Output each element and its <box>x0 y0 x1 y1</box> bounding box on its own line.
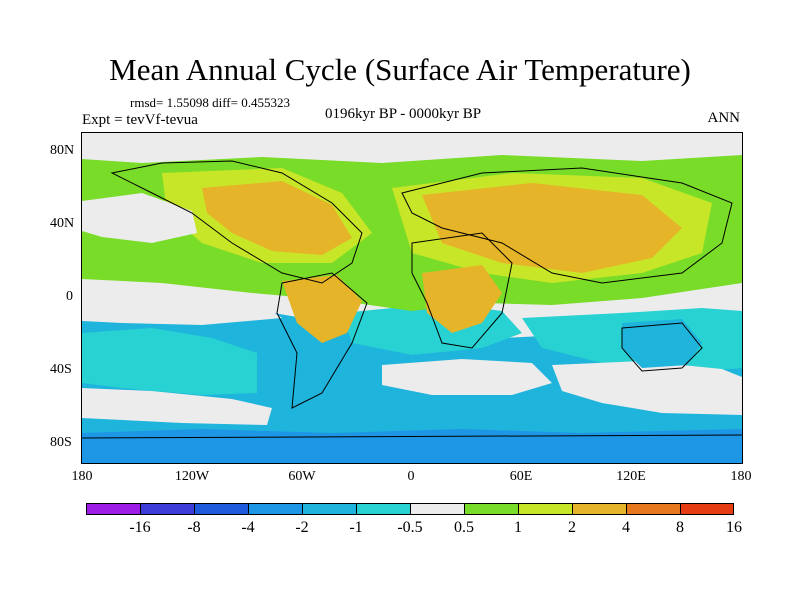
colorbar-label: 8 <box>676 519 684 536</box>
colorbar-swatch <box>302 503 356 515</box>
neutral-patch-arctic <box>82 133 742 163</box>
lat-label-80s: 80S <box>50 435 72 450</box>
colorbar-label: -8 <box>187 519 201 536</box>
lat-label-40n: 40N <box>50 216 75 231</box>
colorbar-label: -1 <box>349 519 363 536</box>
lon-label-120w: 120W <box>174 469 210 484</box>
warm-patch-africa <box>422 265 502 333</box>
season-label: ANN <box>707 110 741 126</box>
colorbar-label: -16 <box>129 519 151 536</box>
lat-label-80n: 80N <box>50 143 75 158</box>
neutral-patch-south-pacific <box>82 388 272 425</box>
coastlines <box>82 160 742 439</box>
neutral-patch-south-indian <box>552 361 742 415</box>
neutral-patch-equator <box>82 298 282 325</box>
colorbar-swatch <box>626 503 680 515</box>
colorbar-swatch <box>518 503 572 515</box>
colorbar-swatch <box>572 503 626 515</box>
colorbar-label: -4 <box>241 519 255 536</box>
colorbar-label: -0.5 <box>397 519 423 536</box>
experiment-label: Expt = tevVf-tevua <box>82 112 198 128</box>
plot-title: Mean Annual Cycle (Surface Air Temperatu… <box>109 52 691 87</box>
neutral-patch-south-atlantic <box>382 359 552 395</box>
cool-patch-australia <box>622 319 702 368</box>
colorbar-swatch <box>464 503 518 515</box>
warm-patch-south-america <box>282 275 362 343</box>
period-label: 0196kyr BP - 0000kyr BP <box>325 106 482 122</box>
colorbar-swatch <box>86 503 140 515</box>
lon-label-0: 0 <box>407 469 415 484</box>
warm-patch-north-america-core <box>202 181 352 255</box>
colorbar-swatch <box>140 503 194 515</box>
colorbar-label: 4 <box>622 519 630 536</box>
lat-label-40s: 40S <box>50 362 72 377</box>
warm-patch-eurasia-core <box>422 183 682 273</box>
colorbar-label: 16 <box>726 519 742 536</box>
colorbar-swatch <box>680 503 734 515</box>
colorbar-swatch <box>356 503 410 515</box>
colorbar-swatch <box>194 503 248 515</box>
lon-label-180e: 180 <box>730 469 752 484</box>
colorbar-label: 2 <box>568 519 576 536</box>
temperature-anomaly-map <box>82 133 742 463</box>
lon-label-60e: 60E <box>509 469 533 484</box>
cool-patch-pacific <box>82 328 257 395</box>
colorbar-swatch <box>410 503 464 515</box>
lon-label-180w: 180 <box>71 469 93 484</box>
colorbar-swatch <box>248 503 302 515</box>
neutral-patch-north-pacific <box>82 193 197 243</box>
lat-label-0: 0 <box>66 289 73 304</box>
stats-text: rmsd= 1.55098 diff= 0.455323 <box>130 95 290 110</box>
colorbar <box>86 503 734 515</box>
colorbar-label: 1 <box>514 519 522 536</box>
lon-label-120e: 120E <box>616 469 646 484</box>
colorbar-label: 0.5 <box>454 519 474 536</box>
colorbar-label: -2 <box>295 519 309 536</box>
lon-label-60w: 60W <box>288 469 316 484</box>
cool-band-antarctic <box>82 429 742 463</box>
map-plot-area <box>81 132 743 464</box>
